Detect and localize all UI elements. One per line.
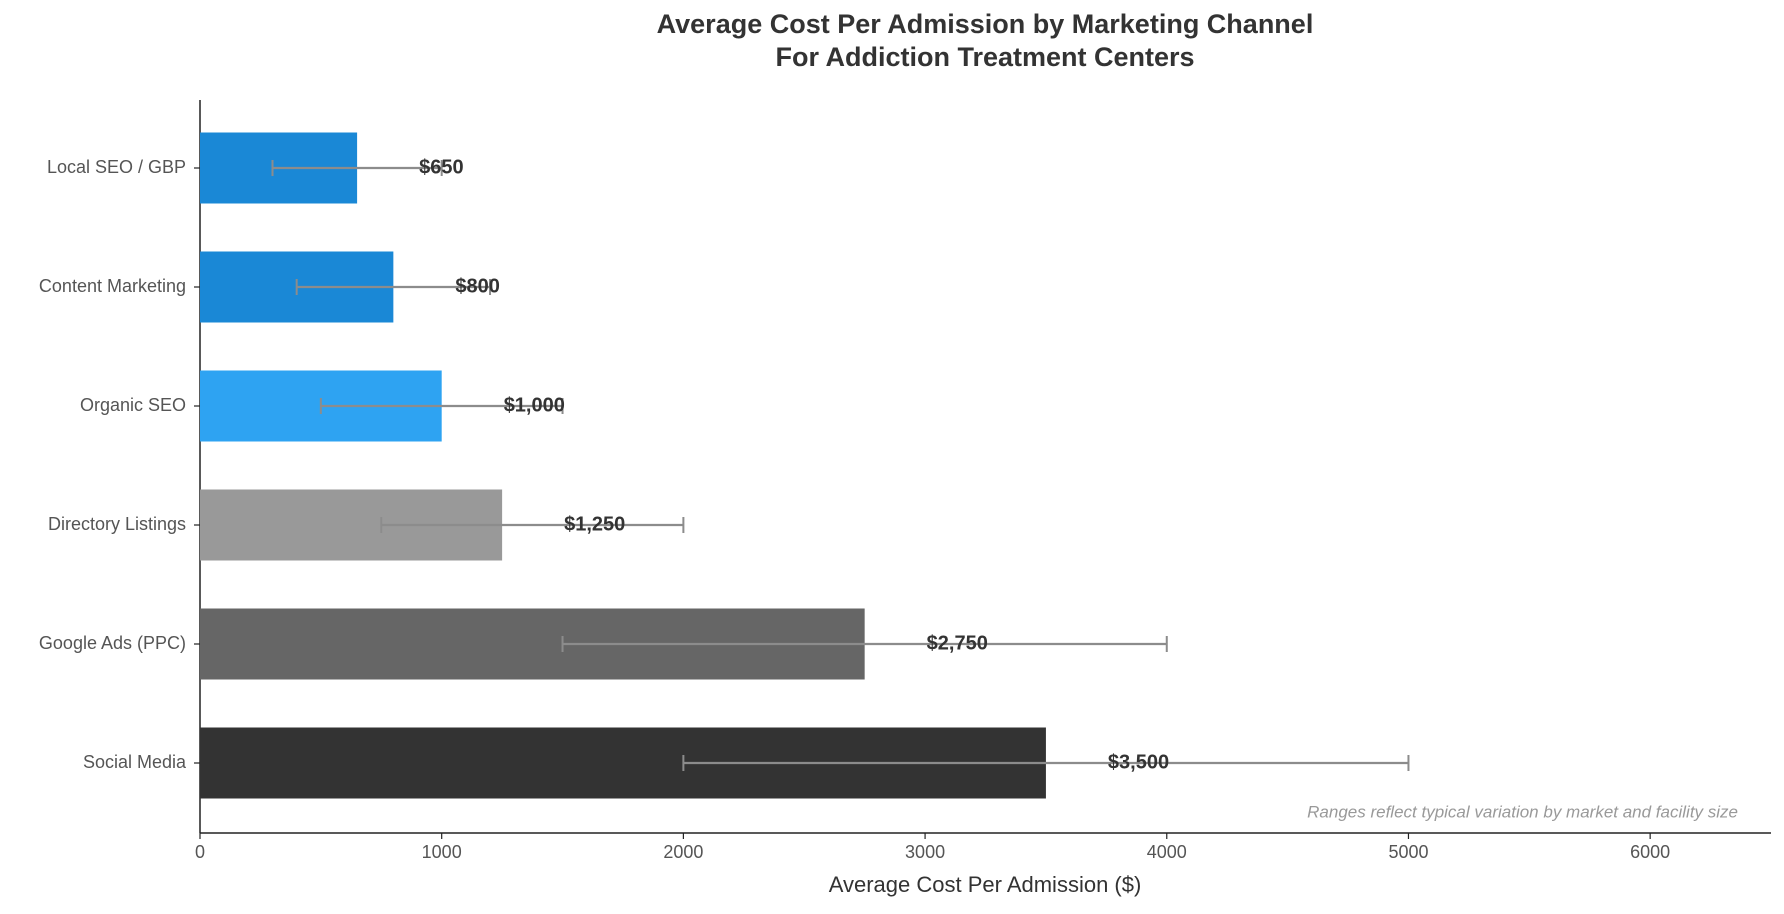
y-tick-label: Local SEO / GBP [47,157,186,177]
x-tick-label: 1000 [422,842,462,862]
x-tick-label: 3000 [905,842,945,862]
value-label: $800 [455,275,500,297]
chart-subtitle: For Addiction Treatment Centers [775,42,1194,72]
value-label: $3,500 [1108,751,1169,773]
value-label: $1,000 [504,394,565,416]
chart-title: Average Cost Per Admission by Marketing … [657,9,1314,39]
value-label: $1,250 [564,513,625,535]
value-label: $650 [419,156,464,178]
y-tick-label: Social Media [83,752,187,772]
note: Ranges reflect typical variation by mark… [1307,802,1738,821]
x-tick-label: 2000 [663,842,703,862]
y-tick-label: Google Ads (PPC) [39,633,186,653]
x-tick-label: 5000 [1388,842,1428,862]
x-tick-label: 4000 [1147,842,1187,862]
x-tick-label: 6000 [1630,842,1670,862]
x-tick-label: 0 [195,842,205,862]
x-axis-label: Average Cost Per Admission ($) [829,872,1142,897]
y-tick-label: Directory Listings [48,514,186,534]
value-label: $2,750 [927,632,988,654]
y-tick-label: Content Marketing [39,276,186,296]
y-tick-label: Organic SEO [80,395,186,415]
